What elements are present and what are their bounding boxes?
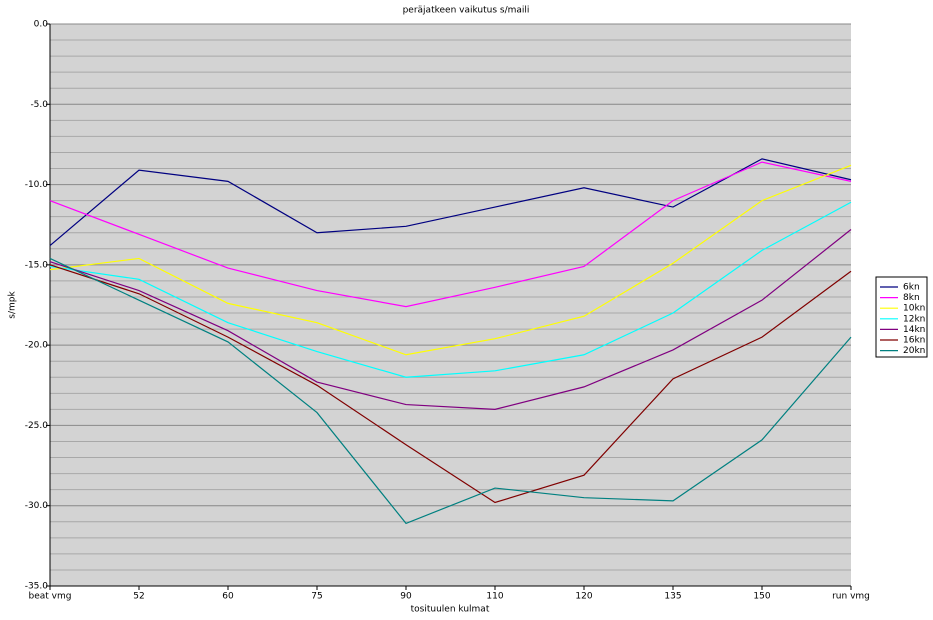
x-axis-label: tosituulen kulmat <box>411 605 490 615</box>
x-tick-label: 90 <box>400 592 412 602</box>
legend-box <box>875 276 928 358</box>
legend-label: 14kn <box>903 325 925 335</box>
legend-label: 6kn <box>903 283 920 293</box>
series-line <box>49 264 852 504</box>
x-tick-label: beat vmg <box>29 592 72 602</box>
legend-label: 16kn <box>903 336 925 346</box>
series-line <box>49 164 852 356</box>
y-tick-label: -25.0 <box>25 421 49 431</box>
series-line <box>49 158 852 247</box>
series-line <box>49 229 852 410</box>
y-tick-label: -5.0 <box>30 100 48 110</box>
x-tick-label: 110 <box>486 592 503 602</box>
legend-label: 20kn <box>903 346 925 356</box>
y-tick-label: -35.0 <box>25 582 49 592</box>
x-tick-label: 135 <box>664 592 681 602</box>
x-tick-label: 75 <box>311 592 322 602</box>
x-tick-label: 52 <box>133 592 144 602</box>
legend-label: 8kn <box>903 293 920 303</box>
plot-area <box>50 24 851 586</box>
chart-title: peräjatkeen vaikutus s/maili <box>403 6 530 16</box>
x-tick-label: 150 <box>753 592 770 602</box>
legend-label: 10kn <box>903 304 925 314</box>
y-tick-label: -15.0 <box>25 260 49 270</box>
y-axis-label: s/mpk <box>8 291 18 319</box>
y-tick-label: -30.0 <box>25 501 49 511</box>
x-tick-label: 60 <box>222 592 234 602</box>
y-tick-label: -20.0 <box>25 341 49 351</box>
series-line <box>49 257 852 525</box>
y-tick-label: 0.0 <box>34 20 49 30</box>
series-line <box>49 161 852 308</box>
x-tick-label: 120 <box>575 592 592 602</box>
y-tick-label: -10.0 <box>25 180 49 190</box>
x-tick-label: run vmg <box>832 592 870 602</box>
series-line <box>49 201 852 378</box>
legend-label: 12kn <box>903 314 925 324</box>
